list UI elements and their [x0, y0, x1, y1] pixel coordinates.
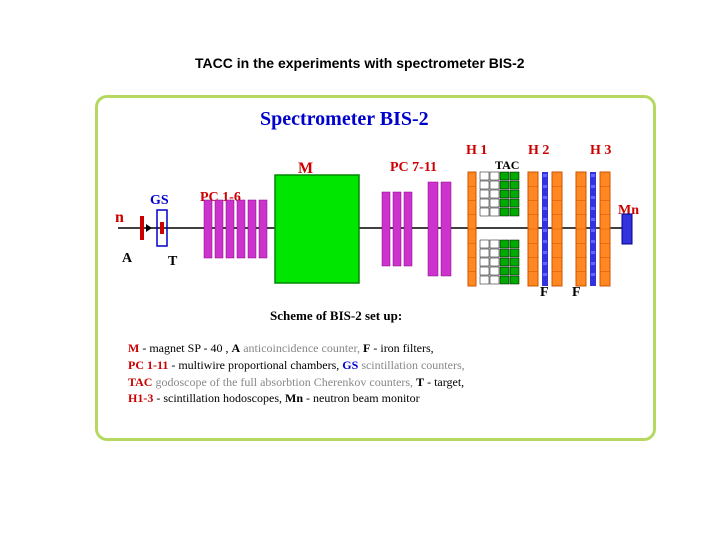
diagram-title: Spectrometer BIS-2	[260, 108, 429, 131]
scheme-caption: Scheme of BIS-2 set up:	[270, 308, 402, 324]
legend-line: TAC godoscope of the full absorbtion Che…	[128, 374, 465, 391]
slide-title: TACC in the experiments with spectromete…	[195, 55, 525, 71]
legend-line: H1-3 - scintillation hodoscopes, Mn - ne…	[128, 390, 465, 407]
legend-line: PC 1-11 - multiwire proportional chamber…	[128, 357, 465, 374]
legend-block: M - magnet SP - 40 , A anticoincidence c…	[128, 340, 465, 407]
legend-line: M - magnet SP - 40 , A anticoincidence c…	[128, 340, 465, 357]
